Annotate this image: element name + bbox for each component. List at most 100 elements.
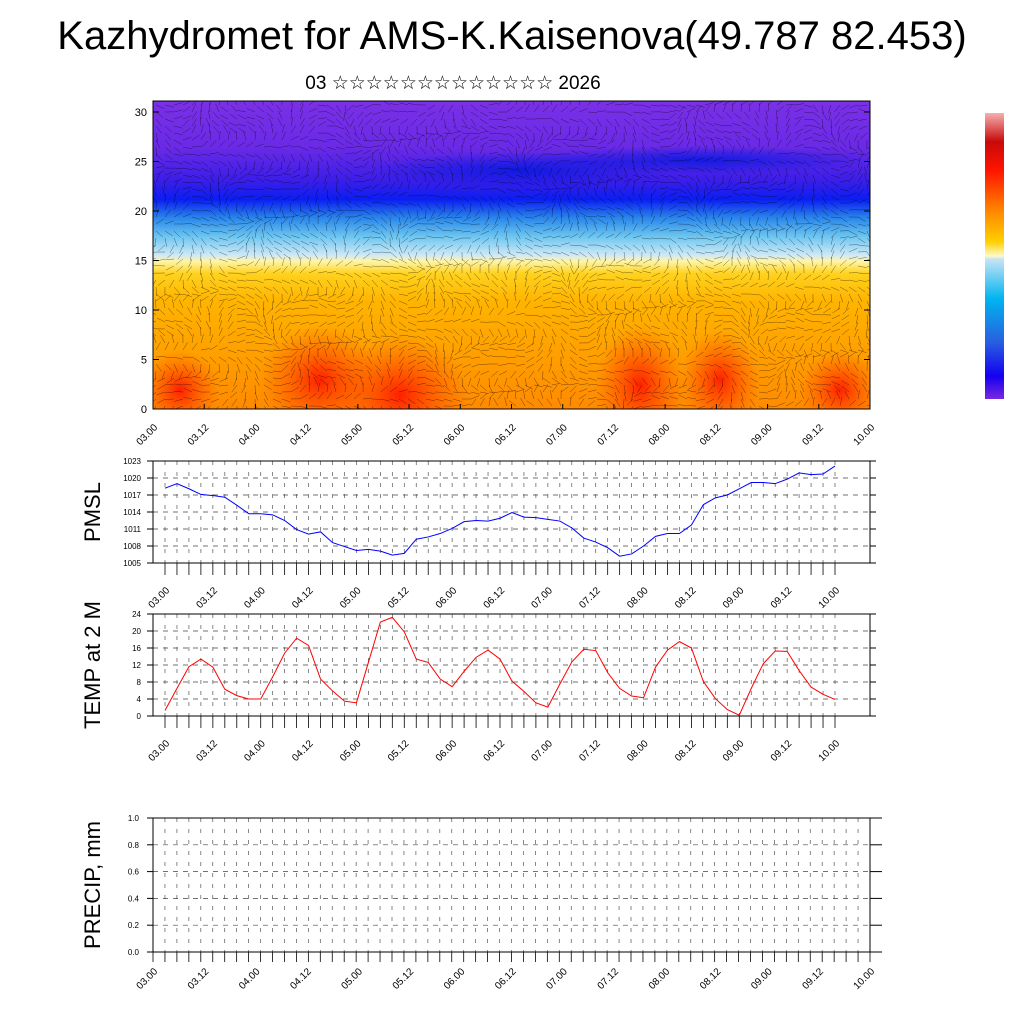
- wind-streamline: [506, 106, 515, 113]
- wind-streamline: [164, 209, 171, 218]
- wind-streamline: [353, 338, 362, 344]
- wind-streamline: [218, 356, 227, 363]
- wind-streamline: [173, 194, 176, 204]
- wind-streamline: [723, 124, 733, 127]
- wind-streamline: [821, 286, 831, 291]
- wind-streamline: [681, 328, 688, 337]
- wind-streamline: [311, 181, 319, 189]
- wind-streamline: [695, 308, 703, 316]
- wind-streamline: [450, 363, 454, 373]
- wind-streamline: [632, 177, 641, 183]
- wind-streamline: [740, 167, 746, 176]
- wind-streamline: [551, 194, 557, 204]
- wind-streamline: [513, 278, 517, 288]
- wind-streamline: [775, 124, 778, 134]
- wind-streamline: [558, 201, 562, 211]
- wind-streamline: [182, 196, 190, 204]
- wind-streamline: [200, 153, 210, 156]
- wind-streamline: [650, 357, 658, 365]
- wind-streamline: [560, 118, 570, 124]
- wind-streamline: [777, 195, 787, 201]
- wind-streamline: [353, 279, 358, 289]
- wind-streamline: [651, 391, 661, 394]
- wind-streamline: [218, 244, 228, 247]
- wind-streamline: [275, 300, 283, 308]
- wind-streamline: [821, 104, 824, 114]
- wind-streamline: [218, 101, 221, 106]
- wind-streamline: [155, 299, 157, 309]
- wind-streamline: [237, 109, 247, 113]
- wind-streamline: [669, 384, 679, 389]
- wind-streamline: [578, 363, 588, 368]
- wind-streamline: [504, 397, 508, 407]
- wind-streamline: [157, 279, 166, 286]
- wind-streamline: [425, 308, 433, 316]
- wind-streamline: [398, 132, 408, 138]
- wind-streamline: [236, 264, 246, 267]
- wind-streamline: [768, 202, 778, 204]
- wind-streamline: [749, 236, 752, 246]
- wind-streamline: [336, 374, 346, 379]
- wind-streamline: [641, 180, 651, 183]
- wind-streamline: [344, 125, 350, 135]
- wind-streamline: [218, 188, 220, 198]
- wind-streamline: [803, 125, 813, 127]
- wind-streamline: [596, 377, 606, 380]
- wind-streamline: [578, 251, 587, 258]
- wind-streamline: [773, 342, 778, 352]
- wind-streamline: [641, 146, 647, 156]
- wind-streamline: [289, 202, 292, 212]
- wind-streamline: [578, 174, 585, 183]
- wind-streamline: [231, 384, 238, 393]
- wind-streamline: [745, 138, 751, 148]
- wind-streamline: [704, 286, 712, 294]
- wind-streamline: [416, 328, 426, 332]
- wind-streamline: [346, 321, 355, 328]
- wind-streamline: [524, 209, 534, 212]
- wind-streamline: [279, 202, 283, 212]
- wind-streamline: [800, 390, 805, 400]
- wind-streamline: [606, 286, 616, 291]
- wind-streamline: [515, 188, 524, 195]
- wind-streamline: [497, 209, 500, 219]
- wind-streamline: [182, 127, 191, 134]
- wind-streamline: [164, 146, 172, 154]
- wind-streamline: [434, 384, 444, 387]
- wind-streamline: [389, 307, 394, 317]
- wind-streamline: [542, 217, 550, 225]
- wind-streamline: [687, 405, 697, 407]
- wind-streamline: [218, 131, 221, 141]
- wind-streamline: [168, 307, 175, 316]
- wind-streamline: [540, 390, 544, 400]
- wind-streamline: [227, 241, 237, 246]
- wind-streamline: [407, 258, 416, 264]
- wind-streamline: [191, 103, 196, 113]
- wind-streamline: [362, 223, 372, 227]
- wind-streamline: [327, 361, 337, 365]
- wind-streamline: [309, 299, 319, 302]
- wind-streamline: [335, 167, 343, 175]
- wind-streamline: [353, 238, 361, 246]
- wind-streamline: [623, 368, 633, 372]
- x-tick-label: 03.00: [135, 966, 161, 992]
- wind-streamline: [551, 377, 560, 384]
- wind-streamline: [443, 118, 447, 128]
- wind-streamline: [290, 369, 295, 379]
- wind-streamline: [506, 195, 514, 203]
- wind-streamline: [785, 216, 789, 226]
- wind-streamline: [542, 275, 552, 281]
- wind-streamline: [398, 405, 402, 409]
- wind-streamline: [470, 175, 478, 183]
- wind-streamline: [326, 111, 336, 117]
- wind-streamline: [272, 391, 282, 395]
- wind-streamline: [794, 390, 797, 400]
- wind-streamline: [577, 258, 580, 268]
- wind-streamline: [344, 181, 351, 190]
- wind-streamline: [668, 104, 678, 108]
- wind-streamline: [587, 300, 594, 309]
- wind-streamline: [407, 398, 416, 405]
- wind-streamline: [317, 345, 326, 351]
- x-tick-label: 06.12: [482, 738, 508, 764]
- wind-streamline: [325, 222, 328, 232]
- wind-streamline: [317, 391, 324, 400]
